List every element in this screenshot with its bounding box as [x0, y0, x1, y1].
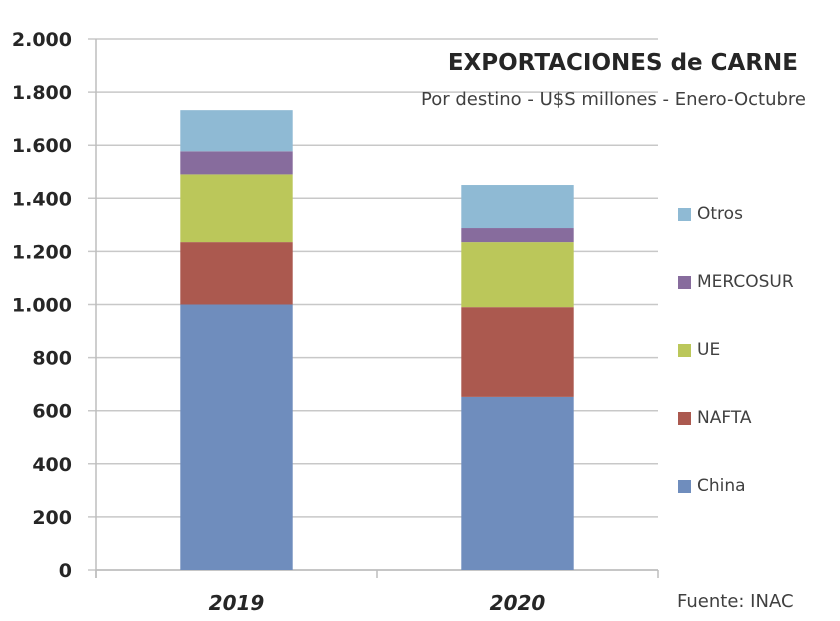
- x-tick-label: 2019: [209, 591, 265, 615]
- legend-label: MERCOSUR: [697, 272, 794, 292]
- y-tick-label: 200: [32, 507, 72, 529]
- legend-swatch: [678, 411, 691, 425]
- y-axis-ticks: 0 200 400 600 800 1.000 1.200 1.400 1.600 1.800 2.…: [12, 29, 72, 582]
- y-tick-label: 1.800: [12, 82, 72, 104]
- bars: [180, 110, 574, 570]
- legend-label: UE: [697, 340, 721, 360]
- legend-item-nafta: NAFTA: [678, 408, 752, 428]
- bar-segment-mercosur-2019: [180, 151, 293, 175]
- y-tick-label: 1.600: [12, 135, 72, 157]
- y-tick-label: 1.200: [12, 241, 72, 263]
- bar-segment-otros-2020: [461, 185, 574, 229]
- legend-label: NAFTA: [697, 408, 752, 428]
- y-tick-label: 0: [59, 560, 72, 582]
- chart-subtitle: Por destino - U$S millones - Enero-Octub…: [420, 89, 806, 110]
- x-tick-label: 2020: [490, 591, 546, 615]
- y-tick-label: 600: [32, 401, 72, 423]
- legend-swatch: [678, 207, 691, 221]
- y-tick-label: 800: [32, 348, 72, 370]
- bar-segment-otros-2019: [180, 110, 293, 152]
- chart-source: Fuente: INAC: [677, 591, 794, 612]
- legend-item-china: China: [678, 476, 746, 496]
- bar-segment-mercosur-2020: [461, 228, 574, 243]
- bar-segment-nafta-2019: [180, 242, 293, 305]
- chart-title: EXPORTACIONES de CARNE: [447, 50, 798, 76]
- bar-segment-nafta-2020: [461, 307, 574, 397]
- bar-segment-china-2020: [461, 396, 574, 570]
- bar-segment-ue-2019: [180, 174, 293, 243]
- legend-item-otros: Otros: [678, 204, 743, 224]
- bar-segment-china-2019: [180, 304, 293, 570]
- x-axis-ticks: 2019 2020: [209, 591, 546, 615]
- legend-item-ue: UE: [678, 340, 720, 360]
- y-tick-label: 400: [32, 454, 72, 476]
- y-tick-label: 1.000: [12, 295, 72, 317]
- legend-label: China: [697, 476, 746, 496]
- legend-label: Otros: [697, 204, 743, 224]
- legend-swatch: [678, 275, 691, 289]
- legend-item-mercosur: MERCOSUR: [678, 272, 794, 292]
- y-tick-label: 1.400: [12, 188, 72, 210]
- legend-swatch: [678, 343, 691, 357]
- bar-segment-ue-2020: [461, 242, 574, 308]
- y-tick-label: 2.000: [12, 29, 72, 51]
- legend-swatch: [678, 479, 691, 493]
